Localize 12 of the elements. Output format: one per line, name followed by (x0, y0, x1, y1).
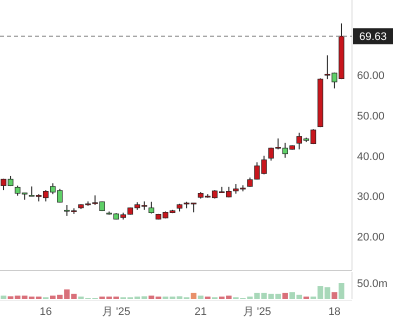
xtick: 18 (328, 306, 341, 318)
ref-label: 69.63 (359, 31, 387, 44)
xtick: 月 '25 (242, 306, 272, 318)
ytick: 40.00 (357, 150, 385, 163)
ytick: 30.00 (357, 191, 385, 204)
xtick: 16 (40, 306, 52, 318)
xtick: 21 (194, 306, 207, 318)
ytick: 20.00 (357, 232, 385, 244)
ytick: 50.00 (357, 110, 385, 122)
xtick: 月 '25 (102, 306, 130, 318)
ytick: 60.00 (357, 70, 385, 82)
annotation: 50.0m (357, 278, 388, 290)
